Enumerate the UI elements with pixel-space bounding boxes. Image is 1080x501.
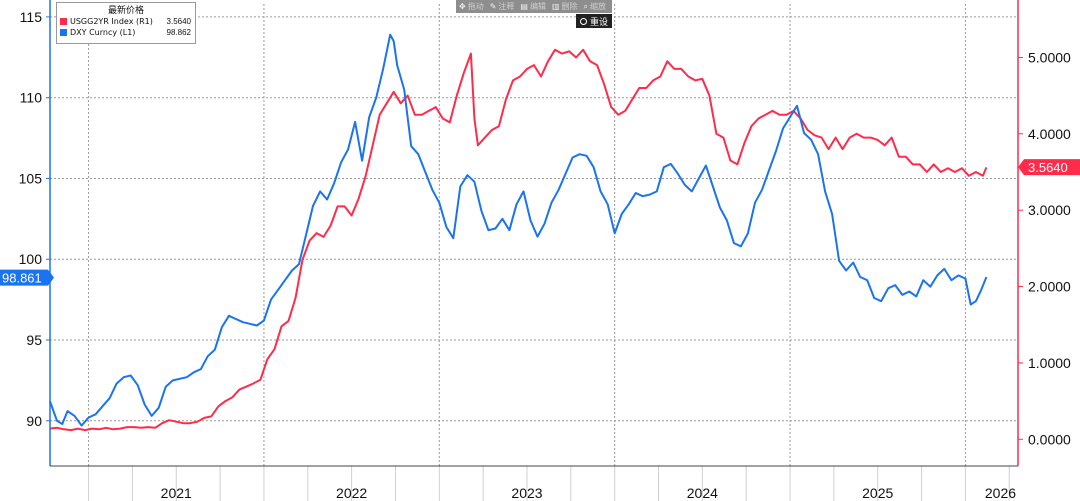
legend-title: 最新价格 <box>107 5 144 15</box>
left-tick-label: 110 <box>20 90 43 106</box>
x-tick-label: 2025 <box>862 485 893 501</box>
toolbar-item-move[interactable]: ✥ 拖动 <box>456 1 487 12</box>
left-tick-label: 100 <box>19 251 43 267</box>
pencil-icon: ✎ <box>489 2 497 11</box>
series-line-dxy <box>49 33 988 427</box>
edit-icon: ▤ <box>520 2 528 11</box>
toolbar-item-edit[interactable]: ▤ 编辑 <box>517 1 549 12</box>
legend-series-name: DXY Curncy (L1) <box>70 28 136 37</box>
x-tick-label: 2023 <box>511 485 542 501</box>
right-tick-label: 4.0000 <box>1028 126 1071 142</box>
legend: 最新价格 USGG2YR Index (R1) 3.5640 DXY Curnc… <box>56 2 196 44</box>
move-icon: ✥ <box>459 2 466 11</box>
grid-lines <box>50 4 1018 466</box>
right-tick-label: 1.0000 <box>1028 355 1071 371</box>
x-tick-label: 2022 <box>336 485 367 501</box>
right-tick-label: 5.0000 <box>1028 49 1071 65</box>
toolbar-item-delete[interactable]: ▥ 删除 <box>549 1 581 12</box>
legend-swatch-dxy <box>60 29 67 36</box>
legend-swatch-usgg2yr <box>60 18 67 25</box>
reset-button[interactable]: 重设 <box>576 14 612 28</box>
legend-series-value: 98.862 <box>166 28 191 37</box>
right-tick-label: 3.0000 <box>1028 202 1071 218</box>
toolbar-item-label: 删除 <box>561 2 578 11</box>
last-value-label-usgg2yr-flag <box>1018 159 1080 176</box>
toolbar-item-zoom[interactable]: ⌕ 缩放 <box>581 1 609 12</box>
last-value-label-dxy-flag <box>0 269 54 286</box>
toolbar-item-label: 编辑 <box>529 2 546 11</box>
last-value-label-dxy: 98.861 <box>2 271 42 286</box>
reset-icon <box>579 17 587 25</box>
left-tick-label: 95 <box>26 332 42 348</box>
toolbar-item-label: 拖动 <box>467 2 484 11</box>
legend-series-value: 3.5640 <box>166 17 191 26</box>
left-tick-label: 115 <box>20 9 43 25</box>
legend-entry-usgg2yr: USGG2YR Index (R1) 3.5640 <box>57 16 195 27</box>
x-tick-label: 2024 <box>687 485 718 501</box>
legend-entry-dxy: DXY Curncy (L1) 98.862 <box>57 27 195 38</box>
delete-icon: ▥ <box>551 2 560 11</box>
right-tick-label: 0.0000 <box>1028 431 1071 447</box>
left-tick-label: 90 <box>26 413 42 429</box>
chart-toolbar: ✥ 拖动 ✎ 注释 ▤ 编辑 ▥ 删除 ⌕ 缩放 <box>456 0 612 13</box>
zoom-icon: ⌕ <box>583 1 589 11</box>
right-tick-label: 2.0000 <box>1028 279 1071 295</box>
toolbar-item-label: 缩放 <box>590 2 607 11</box>
reset-label: 重设 <box>589 16 608 27</box>
x-tick-label: 2021 <box>161 485 192 501</box>
series-line-usgg2yr <box>49 48 988 432</box>
legend-series-name: USGG2YR Index (R1) <box>70 17 153 26</box>
last-value-label-usgg2yr: 3.5640 <box>1028 160 1068 175</box>
toolbar-item-label: 注释 <box>498 2 515 11</box>
x-tick-label: 2026 <box>985 485 1016 501</box>
series-layer <box>49 33 988 432</box>
left-tick-label: 105 <box>19 170 43 186</box>
toolbar-item-pencil[interactable]: ✎ 注释 <box>487 1 518 12</box>
